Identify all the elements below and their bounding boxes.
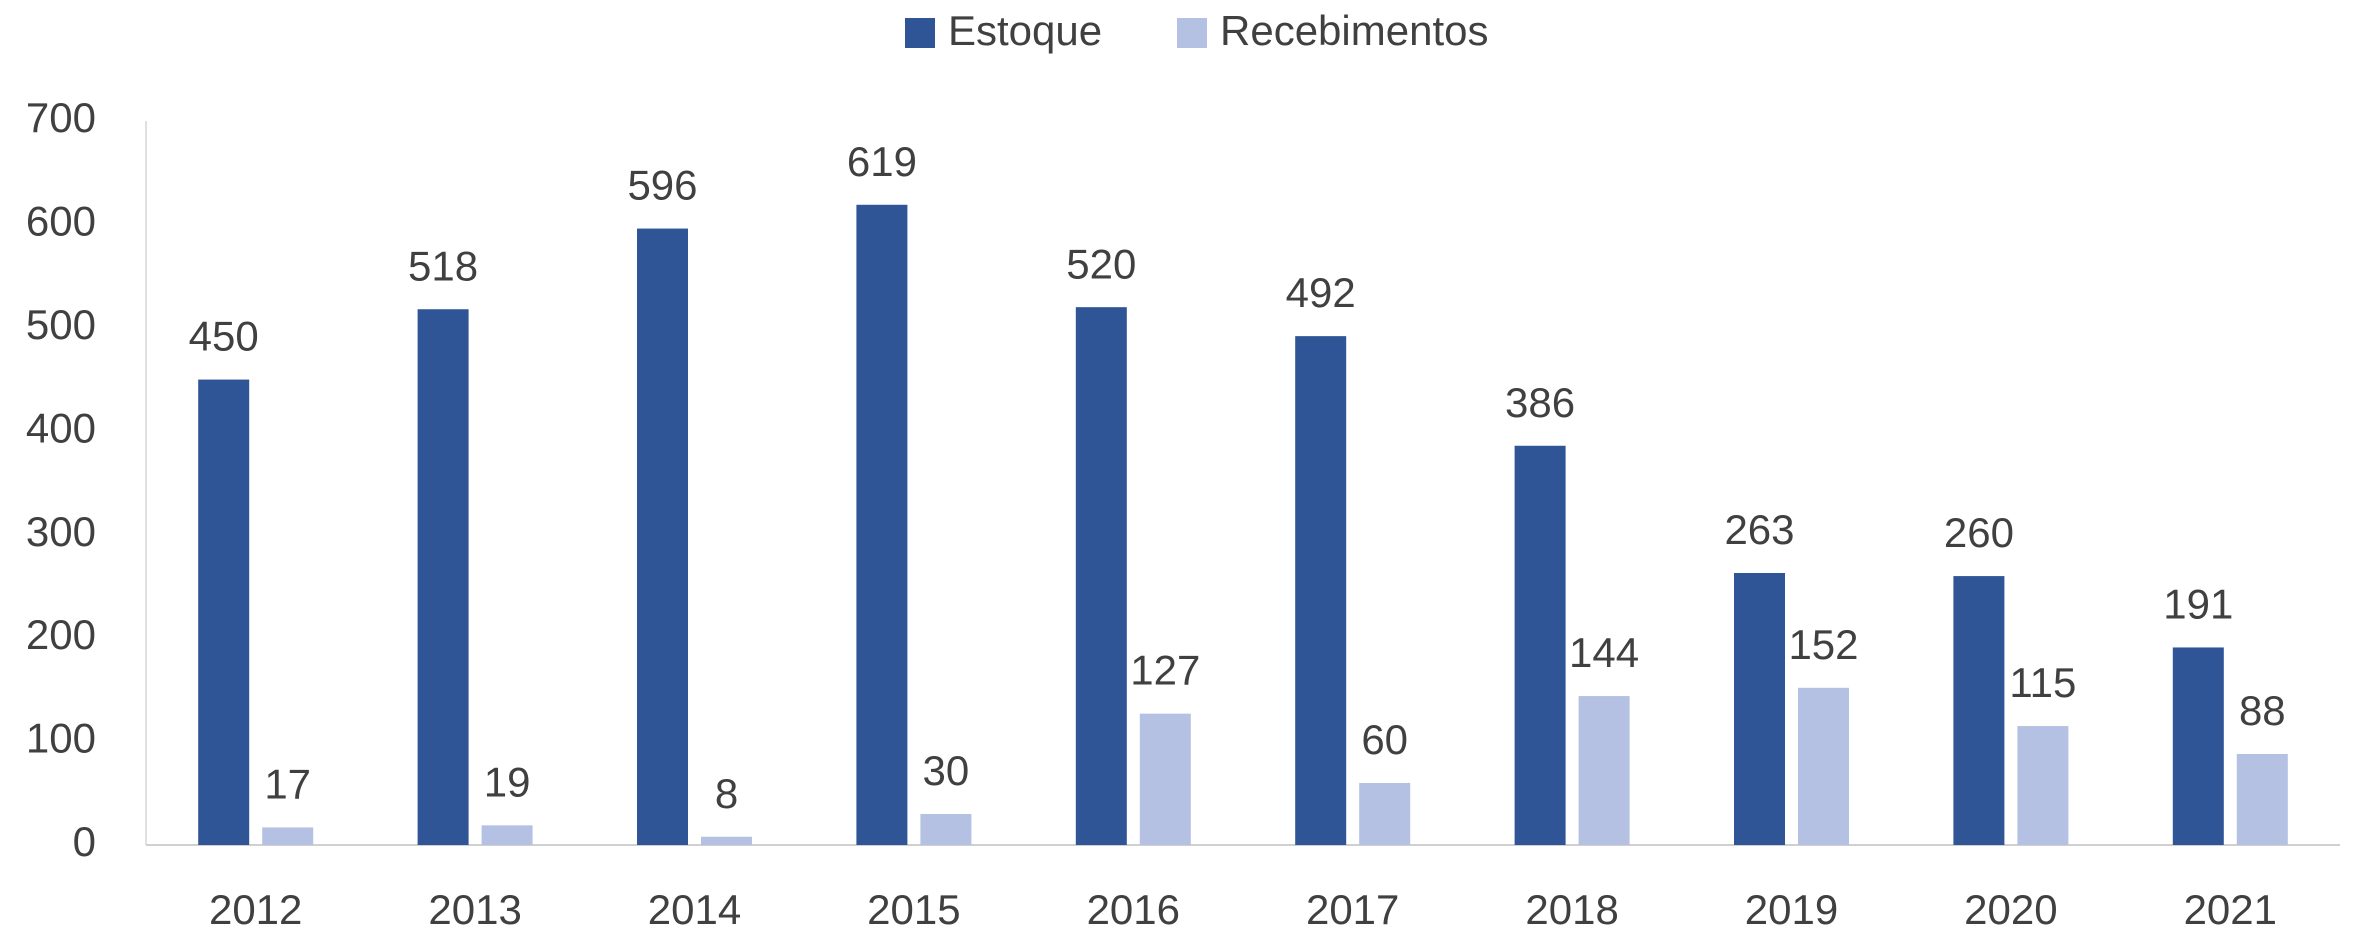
- bar: [637, 228, 688, 845]
- data-label: 191: [2163, 581, 2233, 628]
- bar: [856, 204, 908, 845]
- bar: [417, 309, 469, 845]
- data-label: 450: [189, 313, 259, 360]
- legend-label: Recebimentos: [1220, 7, 1488, 54]
- bar: [1295, 336, 1347, 845]
- data-label: 127: [1130, 647, 1200, 694]
- x-tick-label: 2019: [1745, 886, 1838, 933]
- data-label: 8: [715, 770, 738, 817]
- data-label: 115: [2009, 659, 2076, 706]
- y-tick-label: 500: [26, 301, 96, 348]
- data-label: 260: [1944, 509, 2014, 556]
- data-label: 19: [484, 758, 531, 805]
- bar: [2172, 647, 2224, 845]
- bar: [1798, 687, 1849, 845]
- bar: [262, 827, 314, 845]
- x-tick-label: 2020: [1964, 886, 2057, 933]
- x-tick-label: 2014: [648, 886, 741, 933]
- x-tick-label: 2021: [2184, 886, 2277, 933]
- data-label: 152: [1788, 621, 1858, 668]
- x-tick-label: 2018: [1525, 886, 1618, 933]
- data-label: 619: [847, 138, 917, 185]
- bar: [1139, 713, 1191, 845]
- data-label: 17: [264, 761, 311, 808]
- y-tick-label: 400: [26, 404, 96, 451]
- y-tick-label: 200: [26, 611, 96, 658]
- x-tick-label: 2016: [1087, 886, 1180, 933]
- y-tick-label: 0: [73, 818, 96, 865]
- bar: [2017, 726, 2069, 845]
- x-tick-label: 2012: [209, 886, 302, 933]
- bar: [198, 379, 250, 845]
- y-tick-label: 700: [26, 94, 96, 141]
- data-label: 386: [1505, 379, 1575, 426]
- bar: [701, 836, 752, 845]
- y-tick-label: 300: [26, 508, 96, 555]
- x-tick-label: 2013: [428, 886, 521, 933]
- data-label: 88: [2239, 687, 2286, 734]
- bar: [1734, 572, 1785, 845]
- bar: [481, 825, 533, 845]
- x-tick-label: 2017: [1306, 886, 1399, 933]
- data-label: 263: [1724, 506, 1794, 553]
- y-tick-label: 600: [26, 198, 96, 245]
- legend-label: Estoque: [948, 7, 1102, 54]
- data-label: 60: [1361, 716, 1408, 763]
- legend-swatch: [1177, 18, 1207, 48]
- data-label: 520: [1066, 240, 1136, 287]
- data-label: 596: [627, 162, 697, 209]
- x-tick-label: 2015: [867, 886, 960, 933]
- bar: [1514, 445, 1566, 845]
- data-label: 492: [1286, 269, 1356, 316]
- bar: [1359, 782, 1411, 845]
- bar: [2236, 753, 2288, 845]
- bar: [1578, 696, 1630, 845]
- data-label: 518: [408, 242, 478, 289]
- data-label: 30: [923, 747, 970, 794]
- data-label: 144: [1569, 629, 1639, 676]
- bar: [1075, 307, 1127, 846]
- y-tick-label: 100: [26, 715, 96, 762]
- legend-swatch: [905, 18, 935, 48]
- bar: [920, 813, 972, 845]
- bar: [1953, 576, 2005, 845]
